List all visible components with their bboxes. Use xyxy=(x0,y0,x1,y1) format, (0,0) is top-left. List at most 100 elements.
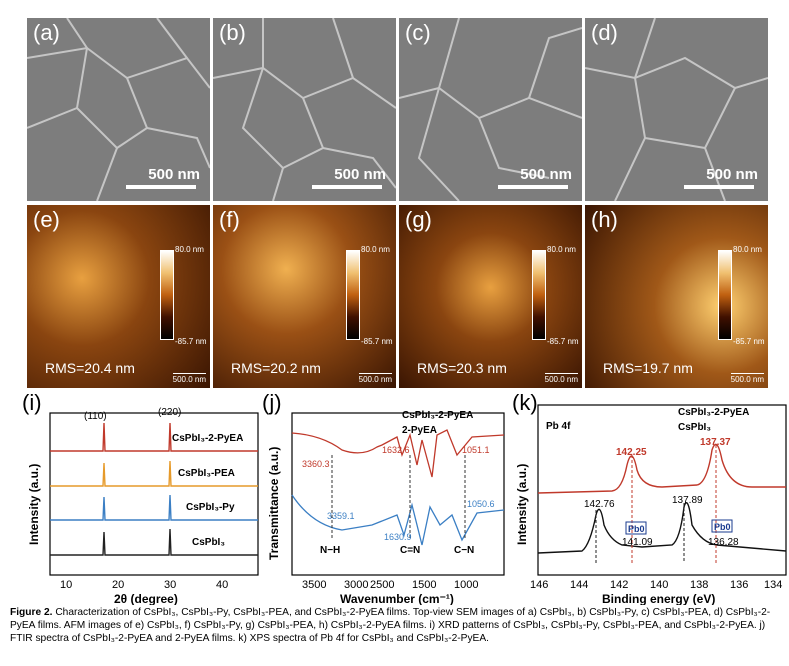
legend-series-0: CsPbI₃-2-PyEA xyxy=(402,410,473,421)
scale-text: 500 nm xyxy=(334,166,386,183)
peak-value: 142.76 xyxy=(584,499,615,510)
scale-bar xyxy=(498,185,568,189)
xtick: 142 xyxy=(610,579,628,591)
bond-label: C=N xyxy=(400,545,420,556)
sem-panel-b: (b) 500 nm xyxy=(213,18,396,201)
legend-series-0: CsPbI₃-2-PyEA xyxy=(678,407,749,418)
panel-label: (g) xyxy=(405,207,432,232)
bond-label: N−H xyxy=(320,545,340,556)
xtick: 2500 xyxy=(370,579,394,591)
colorbar-max: 80.0 nm xyxy=(361,245,390,254)
legend-series-1: CsPbI₃ xyxy=(678,422,711,433)
chart-title: Pb 4f xyxy=(546,421,571,432)
xtick: 146 xyxy=(530,579,548,591)
xtick: 40 xyxy=(216,579,228,591)
scale-text: 500 nm xyxy=(520,166,572,183)
rms-value: RMS=19.7 nm xyxy=(603,360,693,376)
sem-texture xyxy=(585,18,768,201)
scale-text: 500.0 nm xyxy=(544,373,578,384)
caption-prefix: Figure 2. xyxy=(10,607,53,618)
colorbar-max: 80.0 nm xyxy=(733,245,762,254)
sem-panel-d: (d) 500 nm xyxy=(585,18,768,201)
afm-panel-f: (f) 80.0 nm -85.7 nm RMS=20.2 nm 500.0 n… xyxy=(213,205,396,388)
scale-bar xyxy=(312,185,382,189)
rms-value: RMS=20.2 nm xyxy=(231,360,321,376)
pb0-label: Pb0 xyxy=(714,522,731,532)
colorbar-min: -85.7 nm xyxy=(361,337,393,346)
xtick: 3000 xyxy=(344,579,368,591)
legend-series-2: CsPbI₃-Py xyxy=(186,502,235,513)
mark: 1050.6 xyxy=(467,499,495,509)
xrd-series-pea xyxy=(50,460,258,487)
peak-label-110: (110) xyxy=(84,411,107,422)
panel-label: (b) xyxy=(219,20,246,45)
xrd-chart: (110) (220) CsPbI₃-2-PyEA CsPbI₃-PEA CsP… xyxy=(27,407,259,605)
pb0-value: 141.09 xyxy=(622,537,653,548)
panel-label: (c) xyxy=(405,20,431,45)
panel-label-k: (k) xyxy=(512,390,538,415)
sem-texture xyxy=(213,18,396,201)
x-axis-label: Wavenumber (cm⁻¹) xyxy=(340,592,454,605)
mark: 3360.3 xyxy=(302,459,330,469)
color-bar xyxy=(718,250,732,340)
xrd-series-2pyea xyxy=(50,422,258,452)
y-axis-label: Intensity (a.u.) xyxy=(515,464,529,545)
scale-text: 500.0 nm xyxy=(730,373,764,384)
peak-label-220: (220) xyxy=(158,407,181,418)
xtick: 134 xyxy=(764,579,782,591)
panel-label: (h) xyxy=(591,207,618,232)
legend-series-3: CsPbI₃ xyxy=(192,537,225,548)
x-axis-label: Binding energy (eV) xyxy=(602,592,715,605)
afm-panel-e: (e) 80.0 nm -85.7 nm RMS=20.4 nm 500.0 n… xyxy=(27,205,210,388)
rms-value: RMS=20.4 nm xyxy=(45,360,135,376)
color-bar xyxy=(346,250,360,340)
xtick: 138 xyxy=(690,579,708,591)
color-bar xyxy=(532,250,546,340)
x-axis-label: 2θ (degree) xyxy=(114,592,178,605)
y-axis-label: Transmittance (a.u.) xyxy=(267,447,281,560)
sem-panel-a: (a) 500 nm xyxy=(27,18,210,201)
figure-caption: Figure 2. Characterization of CsPbI₃, Cs… xyxy=(10,606,780,645)
scale-text: 500 nm xyxy=(706,166,758,183)
colorbar-min: -85.7 nm xyxy=(175,337,207,346)
xrd-series-cspbi3 xyxy=(50,528,258,556)
scale-bar xyxy=(684,185,754,189)
mark: 1051.1 xyxy=(462,445,490,455)
scale-text: 500 nm xyxy=(148,166,200,183)
pb0-label: Pb0 xyxy=(628,524,645,534)
panel-label-i: (i) xyxy=(22,390,42,415)
xps-series-2pyea xyxy=(537,443,786,494)
xtick: 144 xyxy=(570,579,588,591)
peak-value: 137.37 xyxy=(700,437,731,448)
legend-series-1: 2-PyEA xyxy=(402,425,437,436)
xtick: 20 xyxy=(112,579,124,591)
panel-label: (f) xyxy=(219,207,240,232)
xtick: 30 xyxy=(164,579,176,591)
ftir-series-pyea xyxy=(291,494,505,546)
panel-label-j: (j) xyxy=(262,390,282,415)
color-bar xyxy=(160,250,174,340)
colorbar-max: 80.0 nm xyxy=(547,245,576,254)
legend-series-0: CsPbI₃-2-PyEA xyxy=(172,433,243,444)
xrd-series-py xyxy=(50,494,258,521)
xtick: 140 xyxy=(650,579,668,591)
pb0-value: 136.28 xyxy=(708,537,739,548)
afm-panel-h: (h) 80.0 nm -85.7 nm RMS=19.7 nm 500.0 n… xyxy=(585,205,768,388)
xps-chart: Pb 4f CsPbI₃-2-PyEA CsPbI₃ 142.25 137.37… xyxy=(515,404,787,605)
mark: 1630.9 xyxy=(384,532,412,542)
panel-label: (e) xyxy=(33,207,60,232)
colorbar-min: -85.7 nm xyxy=(733,337,765,346)
sem-texture xyxy=(399,18,582,201)
scale-text: 500.0 nm xyxy=(358,373,392,384)
scale-text: 500.0 nm xyxy=(172,373,206,384)
bond-label: C−N xyxy=(454,545,474,556)
panel-label: (d) xyxy=(591,20,618,45)
xtick: 136 xyxy=(730,579,748,591)
ftir-chart: CsPbI₃-2-PyEA 2-PyEA 3360.3 1632.6 1051.… xyxy=(267,410,505,605)
pb0-box xyxy=(711,519,733,533)
colorbar-min: -85.7 nm xyxy=(547,337,579,346)
ftir-series-2pyea xyxy=(291,429,505,478)
panel-label: (a) xyxy=(33,20,60,45)
peak-value: 142.25 xyxy=(616,447,647,458)
colorbar-max: 80.0 nm xyxy=(175,245,204,254)
